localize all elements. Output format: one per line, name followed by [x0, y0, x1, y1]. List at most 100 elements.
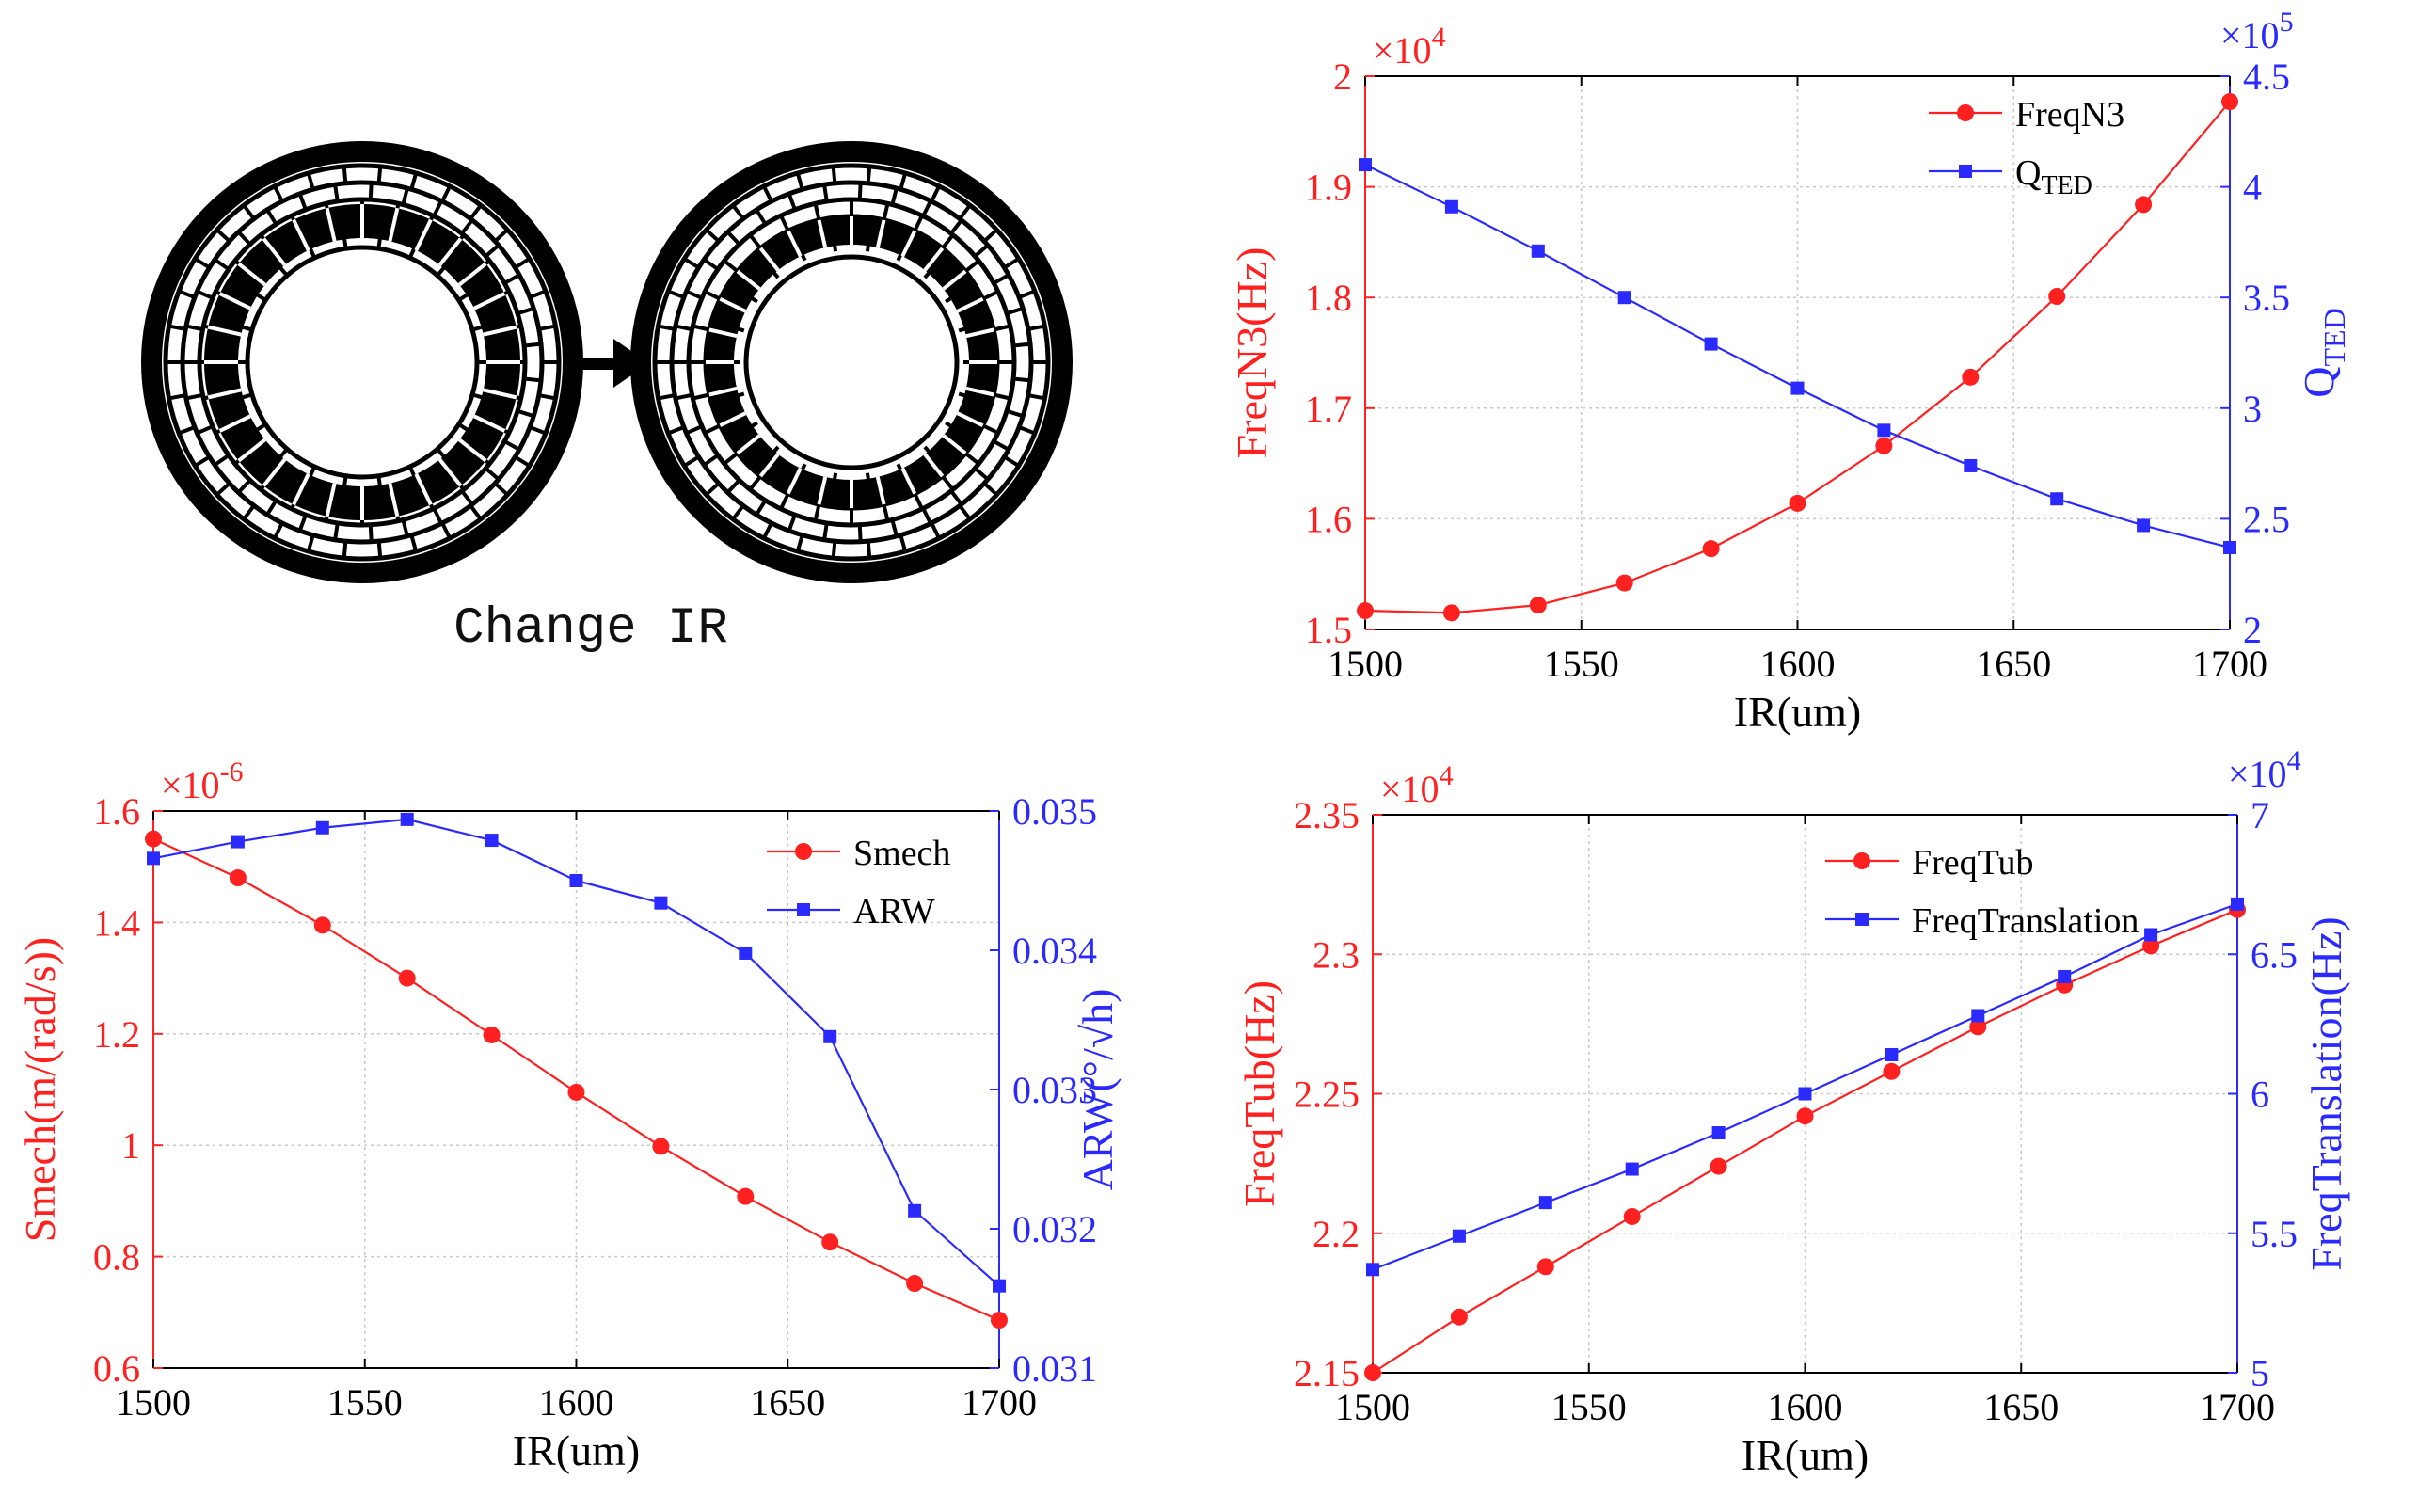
data-point	[1883, 1062, 1901, 1080]
legend-label: QTED	[2015, 153, 2092, 200]
data-point	[2135, 196, 2153, 214]
x-axis-label: IR(um)	[513, 1426, 640, 1474]
data-point	[1444, 199, 1458, 214]
data-point	[1704, 337, 1718, 351]
data-point	[2137, 518, 2151, 533]
left-tick-label: 2.3	[1312, 933, 1360, 976]
left-exponent-label: ×104	[1373, 22, 1446, 72]
right-tick-label: 5.5	[2251, 1213, 2298, 1255]
series-line-arw	[152, 818, 1000, 1287]
right-tick-label: 3	[2243, 388, 2262, 430]
right-tick-label: 2	[2243, 609, 2262, 651]
right-tick-label: 2.5	[2243, 498, 2290, 540]
left-tick-label: 2.15	[1294, 1352, 1360, 1394]
data-point	[313, 916, 331, 934]
data-point	[1964, 458, 1978, 472]
left-tick-label: 1.4	[93, 901, 140, 944]
data-point	[569, 874, 583, 887]
data-point	[147, 851, 160, 866]
left-axis-label: Smech(m/(rad/s))	[16, 937, 64, 1242]
right-tick-label: 7	[2251, 794, 2269, 836]
x-tick-label: 1600	[1768, 1386, 1843, 1428]
data-point	[2142, 937, 2160, 955]
data-point	[1875, 437, 1893, 454]
legend-marker	[1959, 165, 1972, 178]
legend-marker	[1853, 852, 1870, 869]
left-tick-label: 0.6	[93, 1347, 140, 1390]
legend-marker	[1855, 913, 1869, 926]
left-tick-label: 1.6	[93, 790, 140, 833]
left-tick-label: 1.2	[93, 1013, 140, 1056]
data-point	[1790, 381, 1805, 395]
x-tick-label: 1700	[962, 1381, 1037, 1424]
right-exponent-label: ×104	[2228, 745, 2301, 795]
data-point	[1877, 423, 1891, 438]
data-point	[2144, 928, 2158, 942]
data-point	[1702, 540, 1720, 558]
data-point	[231, 835, 245, 849]
x-tick-label: 1650	[1976, 643, 2051, 685]
data-point	[400, 812, 414, 826]
data-point	[1798, 1087, 1812, 1101]
x-tick-label: 1600	[539, 1381, 614, 1424]
legend-marker	[1957, 104, 1974, 121]
data-point	[1711, 1126, 1726, 1140]
x-tick-label: 1550	[1551, 1386, 1627, 1428]
x-tick-label: 1500	[1328, 643, 1403, 685]
ring-after-icon	[630, 141, 1073, 583]
right-tick-label: 0.032	[1012, 1208, 1097, 1250]
data-point	[229, 869, 247, 887]
x-tick-label: 1700	[2192, 643, 2267, 685]
smech-arw-chart: 1500 1550 1600 1650 1700 IR(um) 0.6 0.8 1 1.2 1.4 1…	[16, 756, 1122, 1474]
data-point	[1789, 494, 1806, 512]
right-tick-label: 3.5	[2243, 277, 2290, 319]
x-axis-label: IR(um)	[1734, 688, 1861, 736]
series-line-freqn3	[1364, 101, 2231, 614]
x-tick-label: 1500	[116, 1381, 191, 1424]
left-tick-label: 2	[1333, 56, 1352, 98]
right-tick-label: 5	[2251, 1352, 2269, 1394]
data-point	[567, 1083, 585, 1101]
left-tick-label: 2.2	[1312, 1213, 1360, 1255]
data-point	[1450, 1308, 1468, 1326]
data-point	[906, 1275, 924, 1293]
right-tick-label: 6.5	[2251, 933, 2298, 976]
right-axis-label: ARW(°/√h)	[1074, 989, 1122, 1191]
data-point	[821, 1233, 839, 1251]
data-point	[2048, 288, 2066, 306]
x-tick-label: 1650	[1983, 1386, 2059, 1428]
right-axis-label: QTED	[2295, 308, 2351, 397]
data-point	[1359, 158, 1372, 172]
data-point	[1538, 1196, 1552, 1210]
data-point	[1366, 1263, 1379, 1277]
left-tick-label: 2.25	[1294, 1074, 1360, 1116]
right-tick-label: 0.035	[1012, 790, 1097, 833]
left-tick-label: 1.8	[1305, 277, 1352, 319]
data-point	[2221, 93, 2238, 111]
legend-label: Smech	[853, 834, 950, 873]
data-point	[2231, 897, 2244, 911]
data-point	[1536, 1258, 1554, 1276]
data-point	[2223, 540, 2236, 554]
data-point	[1452, 1229, 1466, 1243]
diagram-caption: Change IR	[453, 600, 728, 658]
data-point	[1529, 597, 1547, 614]
left-axis-label: FreqTub(Hz)	[1235, 980, 1283, 1207]
data-point	[737, 1187, 755, 1205]
left-tick-label: 1.5	[1305, 609, 1352, 651]
data-point	[1364, 1364, 1381, 1381]
data-point	[2058, 969, 2072, 983]
left-axis-label: FreqN3(Hz)	[1228, 247, 1276, 459]
left-exponent-label: ×104	[1380, 760, 1454, 810]
legend-label: ARW	[853, 892, 935, 931]
data-point	[2050, 492, 2064, 506]
data-point	[908, 1203, 922, 1218]
left-tick-label: 1.6	[1305, 498, 1352, 540]
data-point	[1969, 1018, 1987, 1036]
left-tick-label: 0.8	[93, 1236, 140, 1279]
data-point	[485, 834, 499, 848]
data-point	[1615, 574, 1633, 592]
data-point	[993, 1279, 1006, 1293]
data-point	[1885, 1047, 1899, 1061]
